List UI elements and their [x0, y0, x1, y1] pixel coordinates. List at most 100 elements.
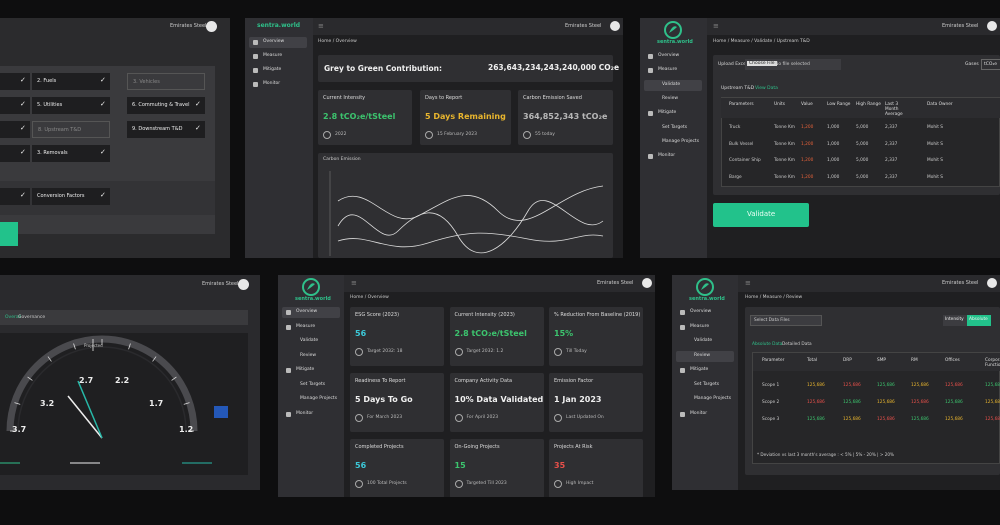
nav-label: Set Targets: [694, 381, 720, 387]
nav-item[interactable]: Overview: [249, 37, 307, 48]
checklist-item[interactable]: ✓: [0, 145, 30, 162]
logo-circle: [302, 278, 320, 296]
checklist-item[interactable]: 2. Fuels ✓: [32, 73, 110, 90]
nav-item[interactable]: Measure: [282, 322, 340, 333]
nav-label: Mitigate: [690, 367, 709, 372]
nav-item[interactable]: Monitor: [282, 409, 340, 420]
checklist-item[interactable]: ✓: [0, 97, 30, 114]
card-icon: [323, 131, 331, 139]
nav-icon: [680, 324, 685, 330]
nav-item[interactable]: Mitigate: [282, 365, 340, 376]
nav-label: Overview: [263, 39, 285, 44]
checklist-item[interactable]: ✓: [0, 188, 30, 205]
checklist-item[interactable]: ✓: [0, 121, 30, 138]
nav-item[interactable]: Overview: [676, 307, 734, 318]
stat-card: Emission Factor 1 Jan 2023 Last Updated On: [549, 373, 643, 432]
nav-label: Validate: [694, 338, 713, 343]
card-value: 5 Days To Go: [355, 395, 413, 404]
checklist-item[interactable]: 9. Downstream T&D ✓: [127, 121, 205, 138]
nav-icon: [648, 154, 653, 160]
nav-item[interactable]: Manage Projects: [676, 394, 734, 405]
avatar[interactable]: [642, 278, 652, 288]
data-select[interactable]: Select Data Files: [750, 315, 822, 326]
units-select[interactable]: [981, 59, 1000, 70]
logo-text: sentra.world: [689, 296, 725, 302]
gauge-scale-label: 1.2: [179, 425, 194, 434]
check-mark: ✓: [100, 191, 106, 199]
checklist-item[interactable]: 5. Utilities ✓: [32, 97, 110, 114]
checklist-item[interactable]: 3. Vehicles: [127, 73, 205, 90]
nav-label: Manage Projects: [694, 396, 732, 401]
nav-label: Overview: [690, 309, 712, 314]
nav-label: Overview: [658, 53, 680, 58]
avatar[interactable]: [987, 21, 997, 31]
checklist-item[interactable]: 6. Commuting & Travel ✓: [127, 97, 205, 114]
nav-item[interactable]: Validate: [676, 336, 734, 347]
checklist-item[interactable]: Conversion Factors ✓: [32, 188, 110, 205]
card-value: 1 Jan 2023: [554, 395, 602, 404]
card-title: ESG Score (2023): [355, 312, 400, 318]
avatar[interactable]: [610, 21, 620, 31]
nav-item[interactable]: Review: [644, 94, 702, 105]
card-icon: [355, 414, 363, 422]
nav-item[interactable]: Set Targets: [676, 380, 734, 391]
table-cell: 125,686: [985, 383, 1000, 388]
table-cell: Container Ship: [729, 158, 761, 163]
toggle[interactable]: Absolute: [967, 315, 991, 326]
nav-item[interactable]: Validate: [644, 79, 702, 91]
needle: [67, 395, 103, 439]
table-cell: 1,000: [827, 158, 840, 163]
table-cell: 125,686: [843, 417, 861, 422]
nav-item[interactable]: Mitigate: [644, 108, 702, 119]
nav-item[interactable]: Set Targets: [644, 123, 702, 134]
validate-card: Upload Excel Choose File No file selected G…: [713, 55, 1000, 195]
nav-label: Validate: [300, 338, 319, 343]
nav-item[interactable]: Monitor: [676, 409, 734, 420]
nav-item[interactable]: Manage Projects: [282, 394, 340, 405]
file-input[interactable]: [745, 59, 841, 70]
table-cell: 125,686: [945, 400, 963, 405]
nav-item[interactable]: Manage Projects: [644, 137, 702, 148]
avatar[interactable]: [206, 21, 217, 32]
checklist-item[interactable]: ✓: [0, 73, 30, 90]
table-cell: 125,686: [807, 400, 825, 405]
nav-icon: [286, 368, 291, 373]
table-cell: Tonne Km: [774, 158, 795, 163]
nav-item[interactable]: Measure: [676, 322, 734, 333]
checklist-item[interactable]: 8. Upstream T&D: [32, 121, 110, 138]
nav-label: Review: [662, 95, 679, 101]
card-note: 15 February 2023: [437, 132, 477, 137]
toggle[interactable]: Intensity: [943, 315, 967, 326]
nav-item[interactable]: Monitor: [249, 79, 307, 90]
check-mark: ✓: [20, 191, 26, 199]
review-card: Select Data Files Intensity Absolute Absolu…: [745, 307, 1000, 475]
nav-item[interactable]: Validate: [282, 336, 340, 347]
nav-item[interactable]: Measure: [249, 51, 307, 62]
nav-icon: [680, 368, 685, 373]
table-cell: Mohit S: [927, 141, 944, 147]
nav-item[interactable]: Mitigate: [676, 365, 734, 376]
dashboard-panel: sentra.world ≡ Emirates Steel Overview Measu…: [278, 275, 655, 497]
nav-item[interactable]: Overview: [644, 51, 702, 62]
nav-item[interactable]: Monitor: [644, 151, 702, 162]
footnote: * Deviation vs last 3 month's average : …: [757, 452, 895, 457]
check-mark: ✓: [195, 124, 201, 132]
nav-item[interactable]: Overview: [282, 307, 340, 318]
nav-item[interactable]: Measure: [644, 65, 702, 76]
validate-button[interactable]: Validate: [713, 203, 809, 227]
avatar[interactable]: [987, 278, 997, 288]
nav-item[interactable]: Mitigate: [249, 65, 307, 76]
table-cell: 5,000: [856, 141, 869, 147]
column-header: RM: [911, 358, 918, 363]
gauge-tick: [128, 343, 131, 350]
nav-item[interactable]: Review: [676, 350, 734, 362]
checklist-item[interactable]: 3. Removals ✓: [32, 145, 110, 162]
nav-item[interactable]: Set Targets: [282, 380, 340, 391]
nav-item[interactable]: Review: [282, 351, 340, 362]
avatar[interactable]: [238, 279, 249, 290]
gauge-area: [0, 333, 248, 475]
action-button[interactable]: [0, 222, 18, 246]
card-title: Readiness To Report: [355, 378, 406, 384]
nav-icon: [680, 310, 685, 315]
nav-label: Manage Projects: [300, 396, 338, 401]
